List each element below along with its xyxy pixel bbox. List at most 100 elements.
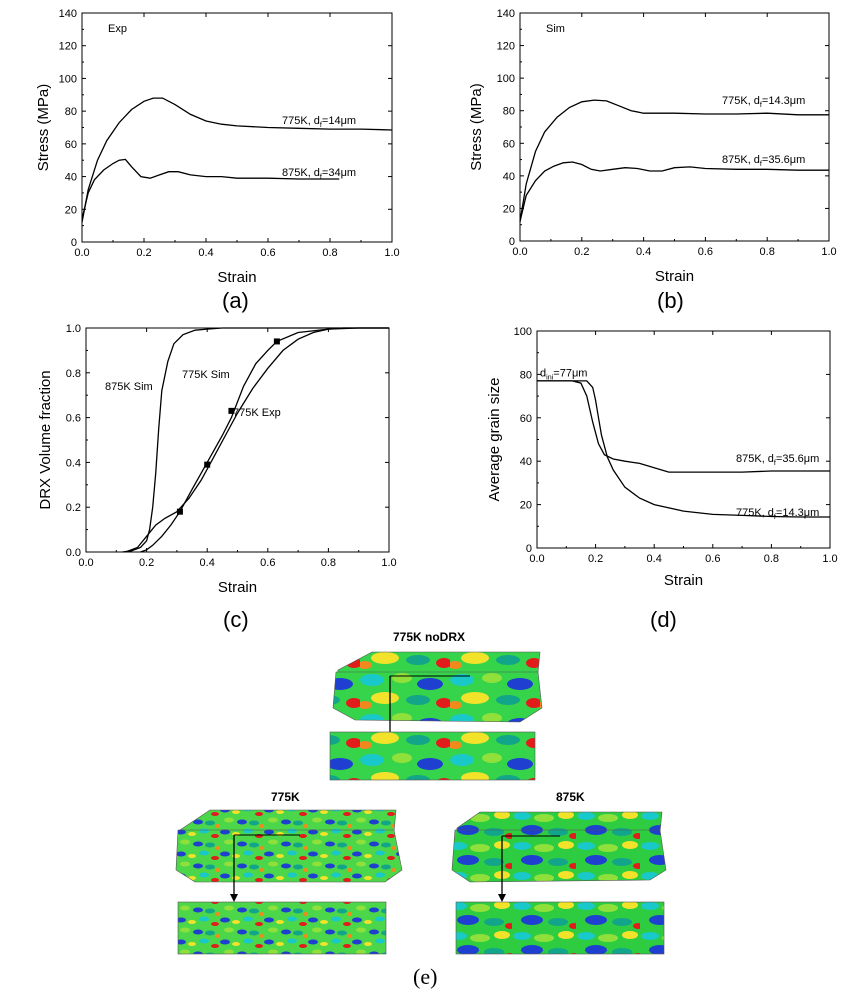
panel-e: 775K noDRX 775K 875K [0, 630, 858, 995]
x-axis-label: Strain [218, 579, 257, 596]
panel-label: (c) [223, 607, 249, 632]
y-axis-label: Stress (MPa) [35, 84, 52, 172]
label-775k-nodrx: 775K noDRX [393, 630, 466, 644]
slice-775k [177, 901, 387, 955]
x-tick-label: 0.2 [574, 246, 589, 258]
y-tick-label: 140 [497, 8, 515, 20]
y-tick-label: 100 [497, 73, 515, 85]
y-tick-label: 0 [71, 237, 77, 249]
y-tick-label: 0.6 [66, 413, 81, 425]
x-tick-label: 0.0 [529, 553, 544, 565]
y-tick-label: 20 [65, 204, 77, 216]
y-tick-label: 1.0 [66, 323, 81, 335]
series-line-775K-Exp [140, 327, 389, 553]
label-775k: 775K [271, 790, 300, 804]
slice-875k [455, 901, 665, 955]
panel-label: (b) [657, 288, 684, 313]
y-tick-label: 40 [65, 172, 77, 184]
x-tick-label: 0.4 [647, 553, 662, 565]
series-line-775K [519, 99, 829, 222]
y-axis-label: Average grain size [486, 378, 503, 502]
plot-d: 0.0 0.2 0.4 0.6 0.8 1.0 0 20 40 60 80 100 Strain Aver… [486, 326, 838, 632]
series-annotation: 775K, df=14.3μm [736, 507, 819, 521]
y-tick-label: 0.2 [66, 502, 81, 514]
y-tick-label: 40 [503, 171, 515, 183]
x-tick-label: 0.8 [322, 247, 337, 259]
y-tick-label: 0.4 [66, 457, 81, 469]
x-tick-label: 0.2 [588, 553, 603, 565]
x-tick-label: 1.0 [821, 246, 836, 258]
x-tick-label: 1.0 [822, 553, 837, 565]
series-line-775K [537, 380, 830, 518]
chart-a: 0.0 0.2 0.4 0.6 0.8 1.0 0 20 40 60 80 100 120 140 Stra… [35, 8, 400, 313]
y-tick-label: 0.8 [66, 368, 81, 380]
y-tick-label: 120 [59, 41, 77, 53]
x-tick-label: 1.0 [381, 557, 396, 569]
plot-c: 0.0 0.2 0.4 0.6 0.8 1.0 0.0 0.2 0.4 0.6 0.8 1.0 Stra… [37, 323, 397, 632]
data-marker [176, 508, 183, 515]
y-tick-label: 20 [520, 500, 532, 512]
plot-a: 0.0 0.2 0.4 0.6 0.8 1.0 0 20 40 60 80 100 120 140 Stra… [35, 8, 400, 313]
y-axis-label: DRX Volume fraction [37, 370, 54, 509]
block-875k [451, 811, 667, 902]
annotation-775k-exp: 775K Exp [233, 407, 281, 419]
x-tick-label: 0.4 [636, 246, 651, 258]
x-axis-label: Strain [217, 269, 256, 286]
plot-frame [519, 12, 830, 242]
series-annotation: 775K, df=14.3μm [722, 95, 805, 109]
chart-c: 0.0 0.2 0.4 0.6 0.8 1.0 0.0 0.2 0.4 0.6 0.8 1.0 Stra… [37, 323, 397, 632]
x-tick-label: 0.2 [136, 247, 151, 259]
microstructure-renders [175, 651, 667, 955]
plot-frame [85, 327, 390, 553]
x-tick-label: 0.4 [200, 557, 215, 569]
inset-label: Exp [108, 23, 127, 35]
series-line-875K [537, 380, 830, 473]
series-line-875K [519, 161, 829, 222]
y-tick-label: 80 [65, 106, 77, 118]
x-tick-label: 0.8 [760, 246, 775, 258]
x-tick-label: 0.6 [260, 557, 275, 569]
x-tick-label: 0.6 [705, 553, 720, 565]
x-tick-label: 0.4 [198, 247, 213, 259]
x-tick-label: 0.0 [74, 247, 89, 259]
series-annotation: 875K, df=35.6μm [736, 453, 819, 467]
initial-grain-label: dini=77μm [540, 367, 587, 381]
x-tick-label: 0.0 [78, 557, 93, 569]
block-775k-nodrx [332, 651, 543, 746]
chart-b: 0.0 0.2 0.4 0.6 0.8 1.0 0 20 40 60 80 100 120 140 Stra… [468, 8, 837, 313]
label-875k: 875K [556, 790, 585, 804]
y-tick-label: 140 [59, 8, 77, 20]
x-axis-label: Strain [655, 268, 694, 285]
x-tick-label: 0.8 [321, 557, 336, 569]
y-tick-label: 0 [526, 543, 532, 555]
annotation-875k-sim: 875K Sim [105, 381, 153, 393]
series-line-875K [81, 158, 340, 220]
y-tick-label: 40 [520, 456, 532, 468]
y-tick-label: 0.0 [66, 547, 81, 559]
data-marker [204, 461, 211, 468]
x-tick-label: 0.0 [512, 246, 527, 258]
series-line-775K [81, 97, 393, 223]
y-tick-label: 100 [59, 73, 77, 85]
y-tick-label: 20 [503, 203, 515, 215]
y-tick-label: 100 [514, 326, 532, 338]
plot-frame [81, 12, 393, 243]
x-axis-label: Strain [664, 572, 703, 589]
x-tick-label: 0.6 [698, 246, 713, 258]
series-annotation: 775K, df=14μm [282, 115, 356, 129]
y-tick-label: 120 [497, 41, 515, 53]
x-tick-label: 1.0 [384, 247, 399, 259]
x-tick-label: 0.8 [764, 553, 779, 565]
series-annotation: 875K, df=35.6μm [722, 154, 805, 168]
annotation-775k-sim: 775K Sim [182, 369, 230, 381]
y-tick-label: 80 [520, 369, 532, 381]
x-tick-label: 0.6 [260, 247, 275, 259]
y-tick-label: 0 [509, 236, 515, 248]
y-tick-label: 60 [520, 413, 532, 425]
x-tick-label: 0.2 [139, 557, 154, 569]
series-line-875K-Sim [122, 327, 389, 553]
y-tick-label: 60 [65, 139, 77, 151]
panel-label: (a) [222, 288, 249, 313]
chart-d: 0.0 0.2 0.4 0.6 0.8 1.0 0 20 40 60 80 100 Strain Aver… [486, 326, 838, 632]
plot-b: 0.0 0.2 0.4 0.6 0.8 1.0 0 20 40 60 80 100 120 140 Stra… [468, 8, 837, 313]
